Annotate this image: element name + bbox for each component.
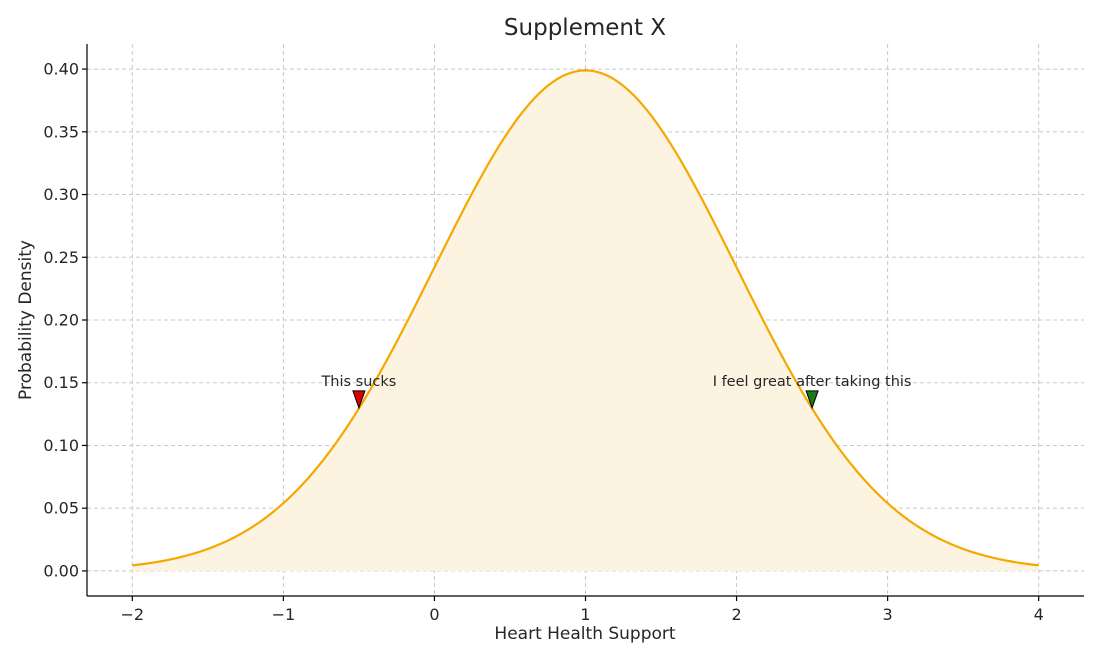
y-tick-label: 0.00 bbox=[43, 561, 79, 580]
x-axis-title: Heart Health Support bbox=[494, 624, 675, 644]
y-tick-label: 0.35 bbox=[43, 122, 79, 141]
annotation-label: This sucks bbox=[320, 374, 396, 390]
annotation-marker bbox=[352, 390, 366, 410]
x-tick-label: 3 bbox=[883, 605, 893, 624]
x-tick-label: 2 bbox=[731, 605, 741, 624]
y-tick-label: 0.30 bbox=[43, 185, 79, 204]
annotation-marker bbox=[805, 390, 819, 410]
x-tick-label: 4 bbox=[1034, 605, 1044, 624]
y-tick-label: 0.25 bbox=[43, 248, 79, 267]
density-curve bbox=[132, 69, 1039, 567]
y-tick-label: 0.05 bbox=[43, 499, 79, 518]
ticks-layer: −2 −1 0 1 2 3 4 0.00 0.05 0.10 0.15 0.20 0.25 0.30 0.3… bbox=[43, 60, 1043, 624]
y-axis-title: Probability Density bbox=[16, 240, 36, 400]
y-tick-label: 0.20 bbox=[43, 311, 79, 330]
x-tick-label: 0 bbox=[429, 605, 439, 624]
x-tick-label: −1 bbox=[272, 605, 296, 624]
y-tick-label: 0.40 bbox=[43, 60, 79, 79]
annotation-label: I feel great after taking this bbox=[713, 374, 912, 390]
chart-title: Supplement X bbox=[504, 15, 666, 41]
annotation-layer: This sucks I feel great after taking this bbox=[320, 374, 912, 410]
x-tick-label: 1 bbox=[580, 605, 590, 624]
area-fill bbox=[132, 70, 1039, 571]
area-layer bbox=[132, 69, 1039, 571]
x-tick-label: −2 bbox=[121, 605, 145, 624]
y-tick-label: 0.10 bbox=[43, 436, 79, 455]
y-tick-label: 0.15 bbox=[43, 373, 79, 392]
